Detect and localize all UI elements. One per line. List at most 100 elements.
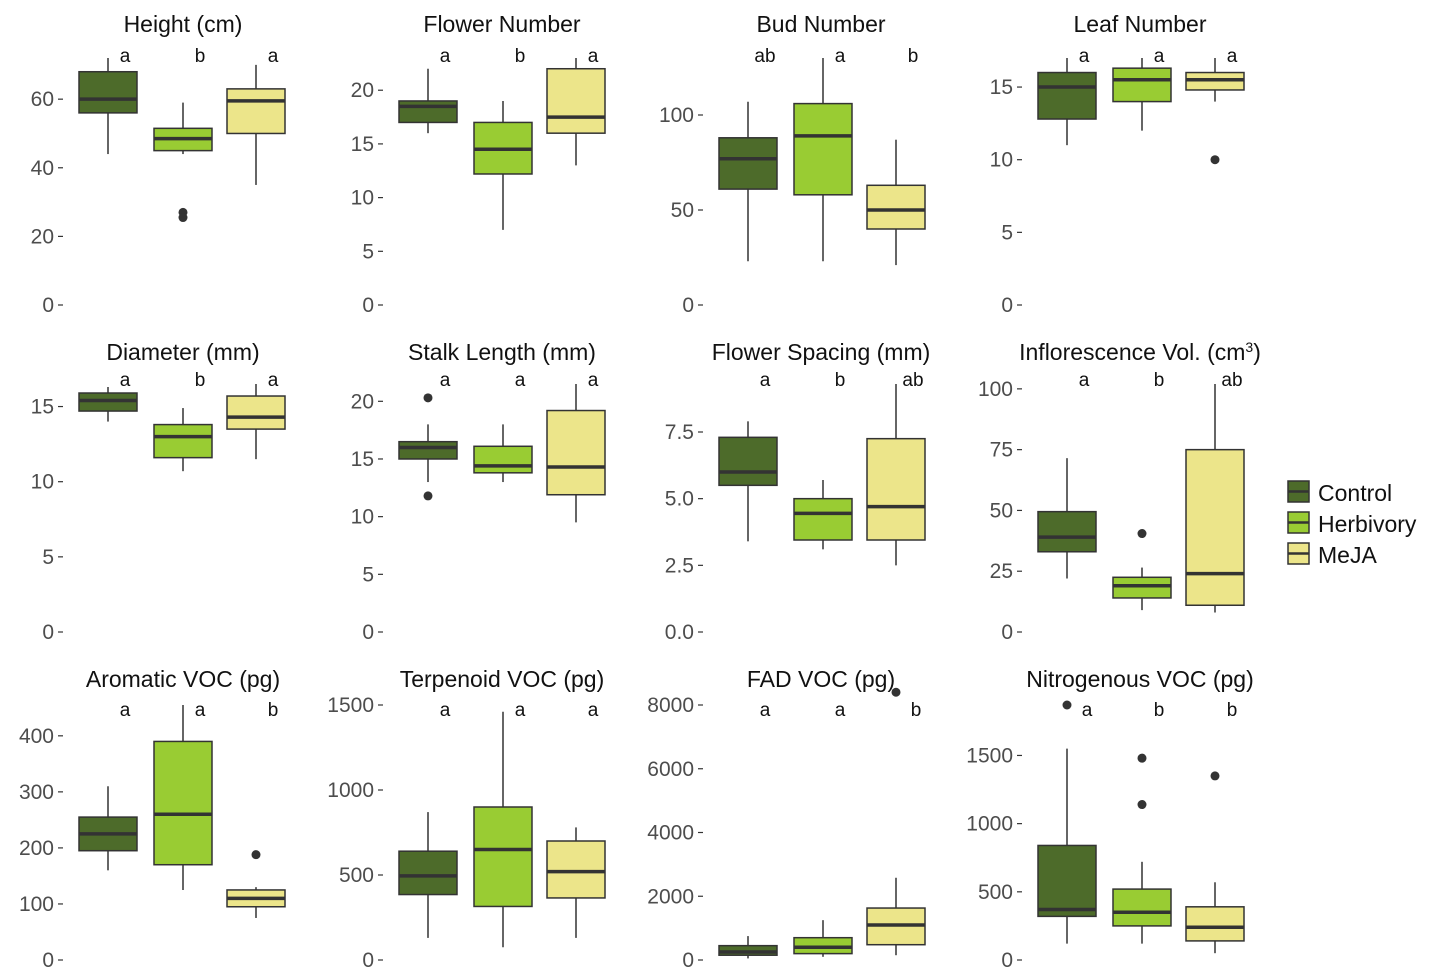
box-meja: b [866, 46, 926, 266]
y-tick-label: 0 [682, 949, 694, 970]
iqr-box [473, 445, 533, 474]
iqr-box [226, 88, 286, 135]
y-tick-label: 40 [31, 157, 54, 180]
panel-stalk-length-mm: Stalk Length (mm) 0 5 10 15 20 a a a [351, 339, 606, 644]
y-tick-label: 0 [1001, 949, 1013, 970]
y-tick-label: 500 [978, 881, 1013, 904]
iqr-box [866, 184, 926, 230]
outlier-point [423, 393, 433, 403]
y-tick-label: 15 [351, 448, 374, 471]
panel-title-text: Flower Number [423, 11, 581, 37]
significance-letter: a [120, 700, 131, 721]
outlier-point [1210, 155, 1220, 165]
y-tick-label: 2000 [647, 885, 694, 908]
significance-letter: a [1227, 46, 1238, 67]
panel-nitrogenous-voc-pg: Nitrogenous VOC (pg) 0 500 1000 1500 a b b [966, 666, 1253, 970]
iqr-box [793, 102, 853, 196]
y-tick-label: 15 [31, 396, 54, 419]
panel-height-cm: Height (cm) 0 20 40 60 a b a [31, 11, 286, 317]
box-meja: a [226, 370, 286, 460]
y-tick-label: 5 [42, 546, 54, 569]
y-tick-label: 0 [362, 621, 374, 644]
significance-letter: a [120, 370, 131, 391]
box-herbivory: b [1112, 370, 1172, 611]
iqr-box [1037, 510, 1097, 553]
box-control: a [398, 46, 458, 134]
y-tick-label: 60 [31, 88, 54, 111]
y-tick-label: 15 [990, 76, 1013, 99]
box-herbivory: a [473, 370, 533, 483]
outlier-point [891, 687, 901, 697]
y-tick-label: 5 [362, 563, 374, 586]
box-herbivory: b [473, 46, 533, 230]
significance-letter: b [908, 46, 919, 67]
significance-letter: b [195, 46, 206, 67]
significance-letter: a [1082, 700, 1093, 721]
significance-letter: b [195, 370, 206, 391]
y-tick-label: 7.5 [665, 421, 694, 444]
panel-diameter-mm: Diameter (mm) 0 5 10 15 a b a [31, 339, 286, 644]
panel-title-text: Leaf Number [1074, 11, 1207, 37]
y-tick-label: 0 [682, 294, 694, 317]
y-tick-label: 0 [42, 621, 54, 644]
outlier-point [1062, 700, 1072, 710]
significance-letter: a [760, 370, 771, 391]
y-tick-label: 10 [31, 471, 54, 494]
iqr-box [793, 497, 853, 541]
legend-item-herbivory: Herbivory [1287, 511, 1417, 537]
panel-title: Flower Spacing (mm) [712, 339, 931, 365]
panel-title: Terpenoid VOC (pg) [400, 666, 605, 692]
panel-title-superscript: 3 [1245, 339, 1253, 355]
box-herbivory: a [793, 700, 853, 957]
outlier-point [251, 850, 261, 860]
panel-fad-voc-pg: FAD VOC (pg) 0 2000 4000 6000 8000 a a b [647, 666, 926, 970]
significance-letter: a [588, 370, 599, 391]
outlier-point [1137, 529, 1147, 539]
box-meja: ab [1185, 370, 1245, 613]
y-tick-label: 100 [978, 378, 1013, 401]
y-tick-label: 0 [362, 949, 374, 970]
iqr-box [473, 806, 533, 908]
panel-title: Diameter (mm) [106, 339, 259, 365]
panel-title: Leaf Number [1074, 11, 1207, 37]
y-tick-label: 2.5 [665, 554, 694, 577]
legend-item-meja: MeJA [1287, 542, 1377, 568]
iqr-box [718, 137, 778, 190]
significance-letter: b [268, 700, 279, 721]
iqr-box [1112, 67, 1172, 103]
box-control: ab [718, 46, 778, 262]
y-tick-label: 4000 [647, 822, 694, 845]
box-meja: a [226, 46, 286, 185]
iqr-box [153, 740, 213, 866]
y-tick-label: 10 [351, 506, 374, 529]
panel-title: Nitrogenous VOC (pg) [1026, 666, 1254, 692]
box-herbivory: b [1112, 700, 1172, 944]
outlier-point [1210, 771, 1220, 781]
panel-title-text: Nitrogenous VOC (pg) [1026, 666, 1254, 692]
panel-terpenoid-voc-pg: Terpenoid VOC (pg) 0 500 1000 1500 a a a [327, 666, 606, 970]
box-herbivory: b [153, 46, 213, 223]
y-tick-label: 300 [19, 781, 54, 804]
significance-letter: a [268, 46, 279, 67]
box-control: a [78, 46, 138, 155]
box-meja: a [546, 700, 606, 938]
legend-label-control: Control [1318, 480, 1392, 506]
iqr-box [546, 409, 606, 496]
significance-letter: b [515, 46, 526, 67]
iqr-box [398, 100, 458, 124]
y-tick-label: 20 [351, 390, 374, 413]
iqr-box [1037, 844, 1097, 918]
y-tick-label: 100 [19, 893, 54, 916]
y-tick-label: 6000 [647, 758, 694, 781]
box-meja: b [1185, 700, 1245, 954]
box-meja: a [546, 370, 606, 523]
outlier-point [1137, 800, 1147, 810]
panel-flower-spacing-mm: Flower Spacing (mm)0.02.55.07.5a b ab [665, 339, 930, 644]
panel-aromatic-voc-pg: Aromatic VOC (pg) 0 100 200 300 400 a a b [19, 666, 286, 970]
y-tick-label: 1500 [966, 744, 1013, 767]
iqr-box [1185, 906, 1245, 942]
panel-title-text: Aromatic VOC (pg) [86, 666, 280, 692]
box-control: a [718, 700, 778, 959]
y-tick-label: 10 [990, 149, 1013, 172]
